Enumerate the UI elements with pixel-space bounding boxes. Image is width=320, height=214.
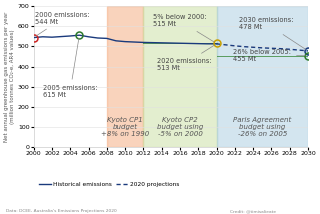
Text: Kyoto CP2
budget using
-5% on 2000: Kyoto CP2 budget using -5% on 2000 <box>157 117 203 137</box>
Text: Kyoto CP1
budget
+8% on 1990: Kyoto CP1 budget +8% on 1990 <box>101 117 149 137</box>
Bar <box>143 6 217 147</box>
Y-axis label: Net annual greenhouse gas emissions per year
(million tonnes CO₂-e, AR4 values): Net annual greenhouse gas emissions per … <box>4 12 15 142</box>
Text: 2000 emissions:
544 Mt: 2000 emissions: 544 Mt <box>36 12 90 36</box>
Text: 2030 emissions:
478 Mt: 2030 emissions: 478 Mt <box>239 17 306 49</box>
Text: Paris Agreement
budget using
-26% on 2005: Paris Agreement budget using -26% on 200… <box>233 117 292 137</box>
Bar <box>217 6 308 147</box>
Text: Credit: @timisalieate: Credit: @timisalieate <box>230 209 276 213</box>
Text: 2005 emissions:
615 Mt: 2005 emissions: 615 Mt <box>43 38 97 98</box>
Text: 5% below 2000:
515 Mt: 5% below 2000: 515 Mt <box>153 14 214 42</box>
Bar <box>107 6 143 147</box>
Text: 26% below 2005:
455 Mt: 26% below 2005: 455 Mt <box>233 49 305 62</box>
Text: 2020 emissions:
513 Mt: 2020 emissions: 513 Mt <box>157 45 214 71</box>
Text: Data: DCEE, Australia's Emissions Projections 2020: Data: DCEE, Australia's Emissions Projec… <box>6 209 117 213</box>
Legend: Historical emissions, 2020 projections: Historical emissions, 2020 projections <box>36 180 182 189</box>
